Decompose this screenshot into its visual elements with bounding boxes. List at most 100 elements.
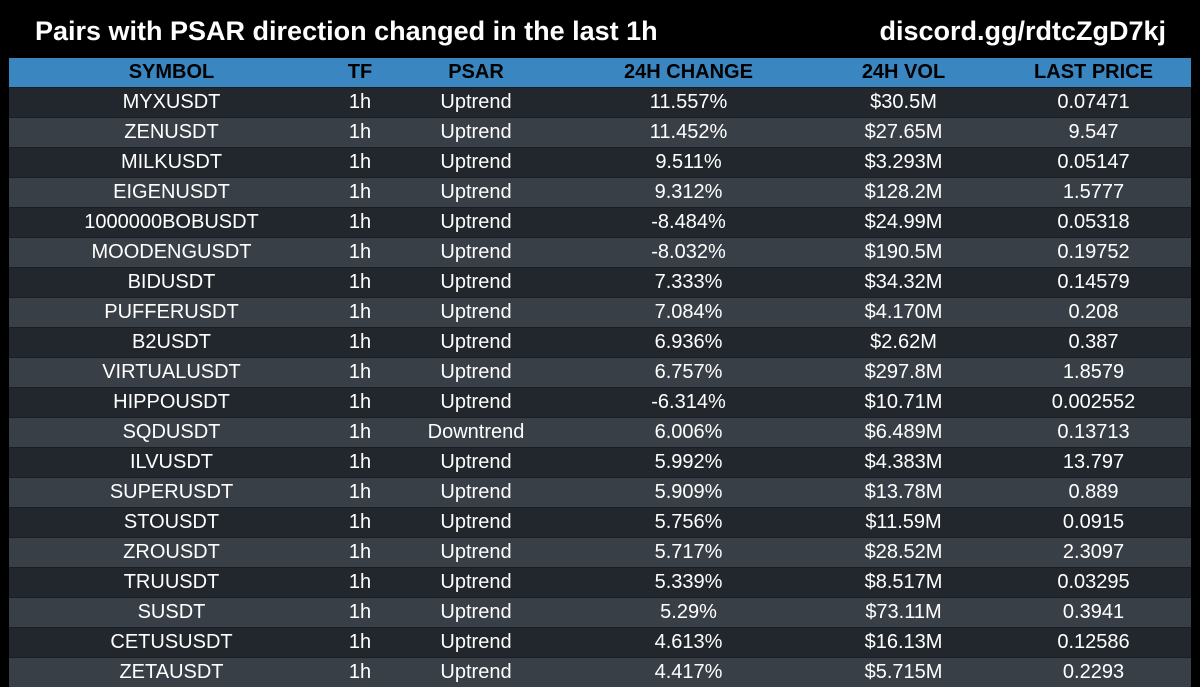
cell-24h-vol: $27.65M: [811, 118, 996, 148]
column-header-24h-change[interactable]: 24H CHANGE: [566, 58, 811, 88]
cell-tf: 1h: [334, 478, 386, 508]
cell-symbol: B2USDT: [9, 328, 334, 358]
cell-tf: 1h: [334, 208, 386, 238]
cell-last-price: 0.14579: [996, 268, 1191, 298]
cell-24h-vol: $297.8M: [811, 358, 996, 388]
cell-psar: Uptrend: [386, 208, 566, 238]
cell-24h-vol: $28.52M: [811, 538, 996, 568]
cell-tf: 1h: [334, 88, 386, 118]
cell-last-price: 0.002552: [996, 388, 1191, 418]
cell-psar: Uptrend: [386, 388, 566, 418]
cell-24h-change: 5.29%: [566, 598, 811, 628]
cell-psar: Uptrend: [386, 88, 566, 118]
cell-psar: Uptrend: [386, 298, 566, 328]
cell-psar: Uptrend: [386, 658, 566, 687]
cell-last-price: 0.3941: [996, 598, 1191, 628]
cell-tf: 1h: [334, 328, 386, 358]
column-header-symbol[interactable]: SYMBOL: [9, 58, 334, 88]
cell-tf: 1h: [334, 538, 386, 568]
cell-tf: 1h: [334, 148, 386, 178]
cell-24h-change: 11.557%: [566, 88, 811, 118]
column-header-last-price[interactable]: LAST PRICE: [996, 58, 1191, 88]
cell-24h-change: 11.452%: [566, 118, 811, 148]
column-header-tf[interactable]: TF: [334, 58, 386, 88]
cell-tf: 1h: [334, 628, 386, 658]
cell-symbol: HIPPOUSDT: [9, 388, 334, 418]
cell-symbol: SUSDT: [9, 598, 334, 628]
cell-24h-vol: $4.383M: [811, 448, 996, 478]
cell-last-price: 0.0915: [996, 508, 1191, 538]
cell-tf: 1h: [334, 268, 386, 298]
discord-invite-link[interactable]: discord.gg/rdtcZgD7kj: [879, 14, 1166, 48]
column-header-24h-vol[interactable]: 24H VOL: [811, 58, 996, 88]
cell-24h-change: 6.757%: [566, 358, 811, 388]
cell-24h-change: 7.333%: [566, 268, 811, 298]
cell-24h-change: 4.417%: [566, 658, 811, 687]
cell-tf: 1h: [334, 598, 386, 628]
cell-symbol: ZROUSDT: [9, 538, 334, 568]
cell-last-price: 0.2293: [996, 658, 1191, 687]
cell-psar: Uptrend: [386, 598, 566, 628]
cell-symbol: VIRTUALUSDT: [9, 358, 334, 388]
cell-last-price: 0.05318: [996, 208, 1191, 238]
cell-last-price: 0.889: [996, 478, 1191, 508]
column-header-psar[interactable]: PSAR: [386, 58, 566, 88]
cell-symbol: ZENUSDT: [9, 118, 334, 148]
cell-24h-change: -8.032%: [566, 238, 811, 268]
cell-24h-vol: $2.62M: [811, 328, 996, 358]
cell-psar: Uptrend: [386, 358, 566, 388]
cell-symbol: ZETAUSDT: [9, 658, 334, 687]
table-header-row: SYMBOL TF PSAR 24H CHANGE 24H VOL LAST P…: [9, 58, 1191, 88]
cell-psar: Uptrend: [386, 268, 566, 298]
cell-last-price: 0.03295: [996, 568, 1191, 598]
cell-symbol: MOODENGUSDT: [9, 238, 334, 268]
cell-24h-change: 5.992%: [566, 448, 811, 478]
cell-tf: 1h: [334, 298, 386, 328]
cell-symbol: STOUSDT: [9, 508, 334, 538]
cell-last-price: 0.05147: [996, 148, 1191, 178]
cell-24h-vol: $8.517M: [811, 568, 996, 598]
cell-last-price: 9.547: [996, 118, 1191, 148]
cell-last-price: 0.13713: [996, 418, 1191, 448]
psar-table-container: SYMBOL TF PSAR 24H CHANGE 24H VOL LAST P…: [9, 58, 1191, 687]
cell-24h-vol: $24.99M: [811, 208, 996, 238]
cell-24h-vol: $11.59M: [811, 508, 996, 538]
cell-24h-vol: $6.489M: [811, 418, 996, 448]
cell-last-price: 0.208: [996, 298, 1191, 328]
cell-24h-vol: $73.11M: [811, 598, 996, 628]
cell-last-price: 1.8579: [996, 358, 1191, 388]
cell-symbol: ILVUSDT: [9, 448, 334, 478]
cell-psar: Uptrend: [386, 238, 566, 268]
cell-psar: Uptrend: [386, 448, 566, 478]
cell-tf: 1h: [334, 448, 386, 478]
cell-symbol: BIDUSDT: [9, 268, 334, 298]
cell-24h-vol: $128.2M: [811, 178, 996, 208]
cell-24h-vol: $13.78M: [811, 478, 996, 508]
cell-24h-change: 5.756%: [566, 508, 811, 538]
cell-symbol: TRUUSDT: [9, 568, 334, 598]
cell-tf: 1h: [334, 508, 386, 538]
cell-symbol: EIGENUSDT: [9, 178, 334, 208]
cell-24h-vol: $34.32M: [811, 268, 996, 298]
